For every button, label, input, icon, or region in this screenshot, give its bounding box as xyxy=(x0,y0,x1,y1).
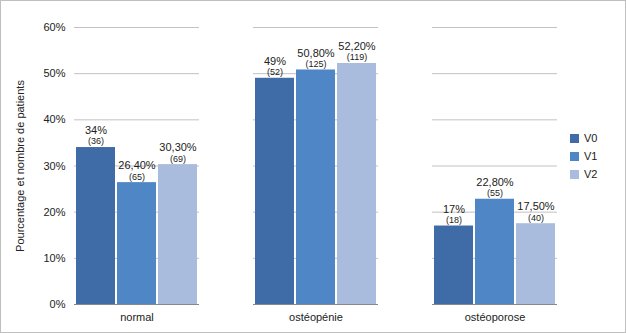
svg-text:(55): (55) xyxy=(487,188,503,198)
html-text:V1: V1 xyxy=(584,150,598,162)
svg-text:(52): (52) xyxy=(267,67,283,77)
html-text:V0: V0 xyxy=(584,132,598,144)
svg-text:(125): (125) xyxy=(305,59,326,69)
svg-text:ostéoporose: ostéoporose xyxy=(465,311,526,323)
svg-text:50,80%: 50,80% xyxy=(297,46,335,58)
svg-text:60%: 60% xyxy=(43,21,65,33)
svg-text:(65): (65) xyxy=(129,172,145,182)
svg-text:normal: normal xyxy=(120,311,154,323)
svg-text:49%: 49% xyxy=(264,55,286,67)
svg-text:30,30%: 30,30% xyxy=(159,141,197,153)
svg-text:(69): (69) xyxy=(170,153,186,163)
svg-text:(119): (119) xyxy=(347,52,367,62)
svg-text:20%: 20% xyxy=(43,206,65,218)
svg-text:(18): (18) xyxy=(446,215,462,225)
svg-text:Pourcentage et nombre de patie: Pourcentage et nombre de patients xyxy=(14,80,26,252)
svg-text:0%: 0% xyxy=(50,298,66,310)
svg-text:22,80%: 22,80% xyxy=(476,176,514,188)
svg-text:(36): (36) xyxy=(88,136,104,146)
svg-text:26,40%: 26,40% xyxy=(118,159,156,171)
svg-text:52,20%: 52,20% xyxy=(338,40,376,52)
svg-text:40%: 40% xyxy=(43,113,65,125)
svg-text:50%: 50% xyxy=(43,67,65,79)
svg-text:10%: 10% xyxy=(43,252,65,264)
svg-text:ostéopénie: ostéopénie xyxy=(289,311,343,323)
svg-text:17,50%: 17,50% xyxy=(517,200,555,212)
svg-text:(40): (40) xyxy=(528,213,544,223)
svg-text:30%: 30% xyxy=(43,160,65,172)
svg-text:17%: 17% xyxy=(443,203,465,215)
html-text:V2: V2 xyxy=(584,168,598,180)
svg-text:34%: 34% xyxy=(85,124,107,136)
